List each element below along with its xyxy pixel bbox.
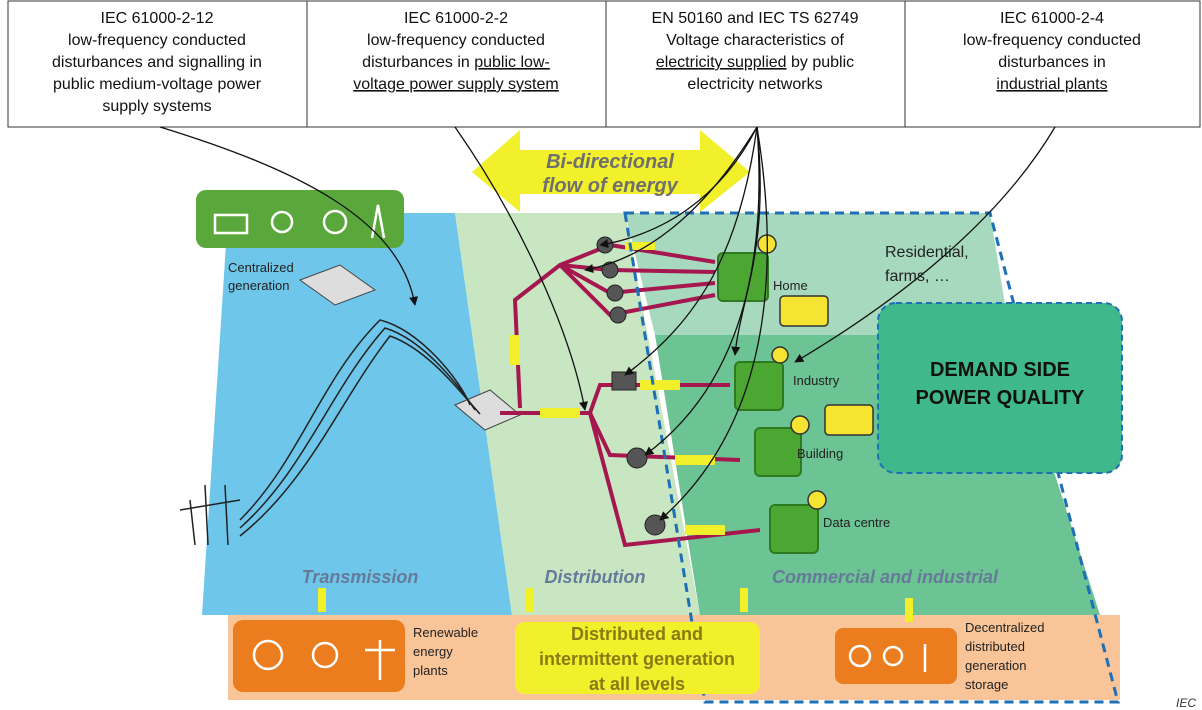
distribution-label: Distribution (545, 567, 646, 587)
home-label: Home (773, 278, 808, 293)
commercial-line: Commercial and industrial (772, 567, 999, 587)
renewable-line: plants (413, 663, 448, 678)
decentralized-box (835, 628, 957, 684)
datacentre-label: Data centre (823, 515, 890, 530)
standard-description: electricity networks (687, 76, 822, 93)
standard-description: low-frequency conducted (963, 32, 1141, 49)
datacentre-line: Data centre (823, 515, 890, 530)
standard-description: by public (787, 54, 855, 71)
residential-line: farms, … (885, 268, 950, 285)
standard-code: IEC 61000-2-12 (101, 10, 214, 27)
standard-code: IEC 61000-2-4 (1000, 10, 1104, 27)
renewable-line: Renewable (413, 625, 478, 640)
standard-description: disturbances in (998, 54, 1106, 71)
standard-description: low-frequency conducted (68, 32, 246, 49)
credit-line: IEC (1176, 696, 1196, 710)
demand-line: DEMAND SIDE (930, 359, 1070, 381)
standard-description: electricity supplied (656, 54, 787, 71)
industry-label: Industry (793, 373, 840, 388)
standard-description: public low- (474, 54, 550, 71)
bidirectional-line: Bi-directional (546, 151, 674, 173)
home-line: Home (773, 278, 808, 293)
standard-description: low-frequency conducted (367, 32, 545, 49)
industry-line: Industry (793, 373, 840, 388)
building-label: Building (797, 446, 843, 461)
decentralized-line: generation (965, 658, 1026, 673)
standard-description: disturbances and signalling in (52, 54, 262, 71)
demand-line: POWER QUALITY (916, 387, 1086, 409)
centralized-line: Centralized (228, 260, 294, 275)
building-line: Building (797, 446, 843, 461)
distributed-line: Distributed and (571, 624, 703, 644)
bidirectional-line: flow of energy (542, 175, 678, 197)
distribution-line: Distribution (545, 567, 646, 587)
transmission-line: Transmission (302, 567, 419, 587)
standard-description: supply systems (102, 98, 211, 115)
distributed-line: intermittent generation (539, 649, 735, 669)
credit-label: IEC (1176, 696, 1196, 710)
commercial-label: Commercial and industrial (772, 567, 999, 587)
centralized-line: generation (228, 278, 289, 293)
residential-line: Residential, (885, 244, 969, 261)
transmission-label: Transmission (302, 567, 419, 587)
standard-description: voltage power supply system (353, 76, 558, 93)
decentralized-line: distributed (965, 639, 1025, 654)
standard-code: IEC 61000-2-2 (404, 10, 508, 27)
standard-description: public medium-voltage power (53, 76, 262, 93)
standard-code: EN 50160 and IEC TS 62749 (652, 10, 859, 27)
renewable-line: energy (413, 644, 453, 659)
decentralized-line: storage (965, 677, 1008, 692)
standard-description: industrial plants (996, 76, 1107, 93)
decentralized-line: Decentralized (965, 620, 1045, 635)
generation-icons (196, 190, 404, 248)
standard-description: disturbances in (362, 54, 474, 71)
standard-description: Voltage characteristics of (666, 32, 844, 49)
diagram: IEC 61000-2-12 low-frequency conducted dis… (0, 0, 1202, 710)
distributed-line: at all levels (589, 674, 685, 694)
